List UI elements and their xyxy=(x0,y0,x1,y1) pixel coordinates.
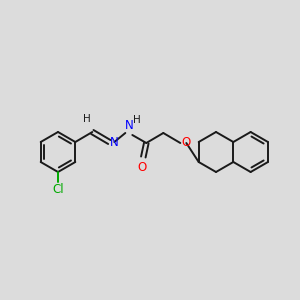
Text: O: O xyxy=(181,136,190,149)
Text: H: H xyxy=(134,115,141,125)
Text: O: O xyxy=(138,161,147,174)
Text: H: H xyxy=(83,114,91,124)
Text: Cl: Cl xyxy=(52,183,64,196)
Text: N: N xyxy=(110,136,119,148)
Text: N: N xyxy=(125,119,134,132)
